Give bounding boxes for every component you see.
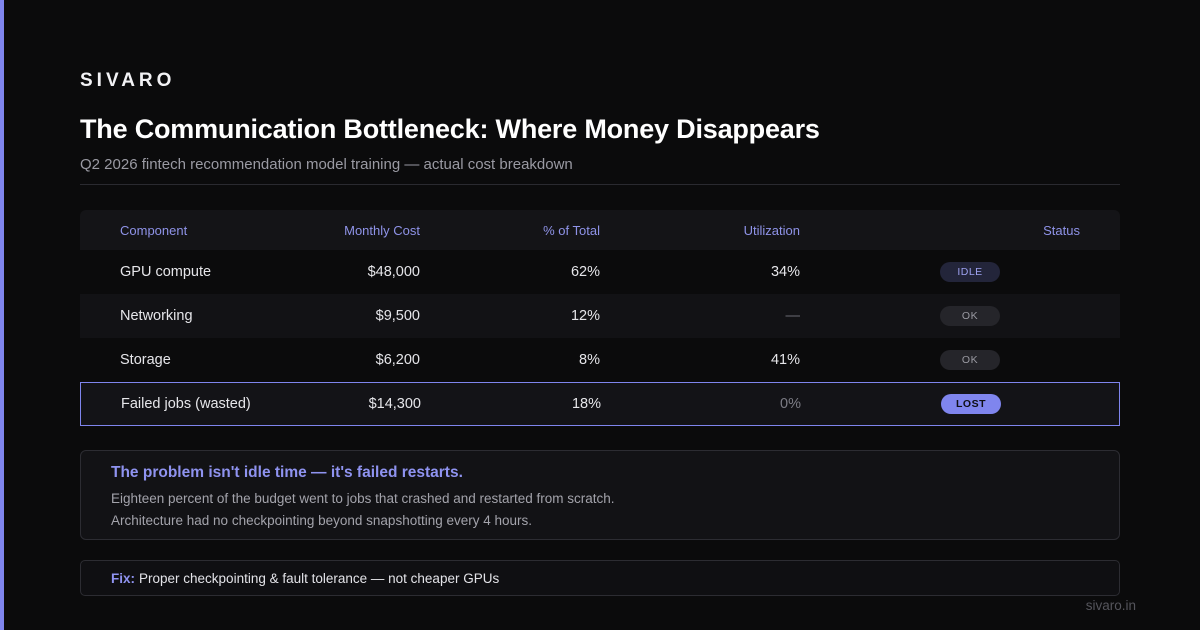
- cell-status: IDLE: [940, 250, 1000, 294]
- cell-component: Networking: [120, 308, 193, 324]
- fix-statement: Fix: Proper checkpointing & fault tolera…: [111, 561, 499, 595]
- cell-monthly-cost: $48,000: [367, 264, 420, 280]
- status-badge: OK: [940, 350, 1000, 370]
- callout-title: The problem isn't idle time — it's faile…: [111, 464, 463, 481]
- cost-table: Component Monthly Cost % of Total Utiliz…: [80, 210, 1120, 426]
- cell-utilization: 0%: [780, 396, 801, 412]
- cell-monthly-cost: $6,200: [375, 352, 420, 368]
- cell-pct-total: 8%: [579, 352, 600, 368]
- cell-component: Failed jobs (wasted): [121, 396, 251, 412]
- cell-status: OK: [940, 338, 1000, 382]
- cell-monthly-cost: $9,500: [375, 308, 420, 324]
- table-row: Networking $9,500 12% — OK: [80, 294, 1120, 338]
- cell-utilization: —: [785, 308, 801, 324]
- callout-text-line: Eighteen percent of the budget went to j…: [111, 491, 615, 506]
- fix-box: Fix: Proper checkpointing & fault tolera…: [80, 560, 1120, 596]
- cell-status: OK: [940, 294, 1000, 338]
- cell-pct-total: 18%: [571, 396, 601, 412]
- table-header-row: Component Monthly Cost % of Total Utiliz…: [80, 210, 1120, 250]
- accent-bar: [0, 0, 4, 630]
- cell-utilization: 41%: [770, 352, 800, 368]
- table-row: GPU compute $48,000 62% 34% IDLE: [80, 250, 1120, 294]
- cell-component: Storage: [120, 352, 171, 368]
- header-pct-total: % of Total: [543, 222, 600, 238]
- cell-status: LOST: [941, 383, 1001, 425]
- cell-pct-total: 62%: [570, 264, 600, 280]
- cell-pct-total: 12%: [570, 308, 600, 324]
- table-row-highlighted: Failed jobs (wasted) $14,300 18% 0% LOST: [80, 382, 1120, 426]
- fix-text: Proper checkpointing & fault tolerance —…: [139, 570, 500, 586]
- callout-text-line: Architecture had no checkpointing beyond…: [111, 513, 533, 528]
- status-badge: LOST: [941, 394, 1001, 414]
- status-badge: IDLE: [940, 262, 1000, 282]
- fix-label: Fix:: [111, 570, 136, 586]
- header-component: Component: [120, 222, 188, 238]
- cell-component: GPU compute: [120, 264, 212, 280]
- cell-monthly-cost: $14,300: [368, 396, 421, 412]
- status-badge: OK: [940, 306, 1000, 326]
- header-utilization: Utilization: [743, 222, 800, 238]
- cell-utilization: 34%: [770, 264, 800, 280]
- divider: [80, 184, 1120, 185]
- brand-logo: SIVARO: [80, 70, 176, 91]
- page-title: The Communication Bottleneck: Where Mone…: [80, 114, 820, 144]
- table-row: Storage $6,200 8% 41% OK: [80, 338, 1120, 382]
- header-status: Status: [1043, 222, 1080, 238]
- header-monthly-cost: Monthly Cost: [344, 222, 420, 238]
- footer-url: sivaro.in: [1085, 598, 1136, 613]
- insight-callout: The problem isn't idle time — it's faile…: [80, 450, 1120, 540]
- page-subtitle: Q2 2026 fintech recommendation model tra…: [80, 156, 573, 173]
